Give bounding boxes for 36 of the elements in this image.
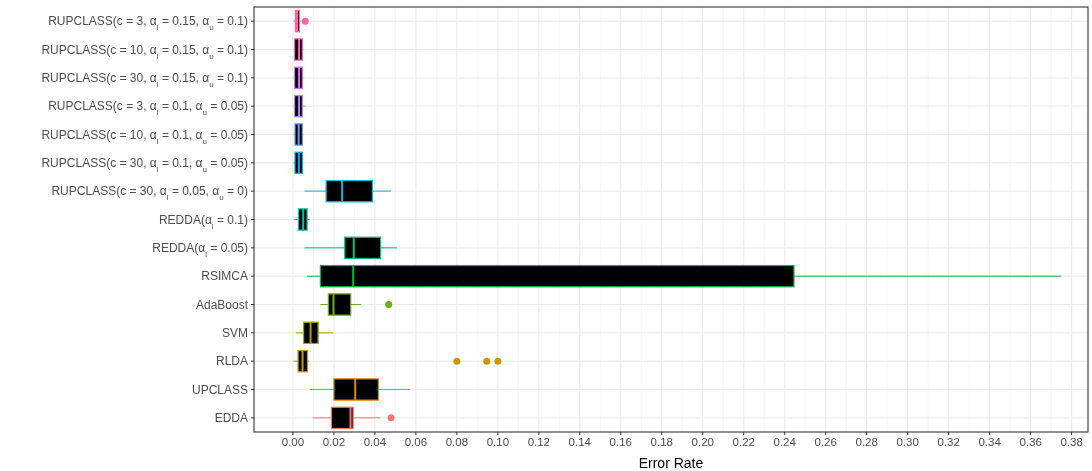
y-tick-label: UPCLASS	[191, 382, 248, 397]
y-tick-label: RUPCLASS(c = 10, α$_{l}$ = 0.15, α$_{u}$ = 0.1)	[41, 42, 248, 60]
y-tick-label: RUPCLASS(c = 30, α$_{l}$ = 0.05, α$_{u}$ = 0)	[51, 184, 248, 202]
y-tick-label: SVM	[221, 325, 248, 340]
x-tick-label: 0.20	[691, 436, 714, 448]
x-tick-label: 0.24	[773, 436, 797, 448]
x-tick-label: 0.34	[978, 436, 1002, 448]
y-tick-label: AdaBoost	[195, 297, 249, 312]
y-tick-label: RUPCLASS(c = 3, α$_{l}$ = 0.1, α$_{u}$ = 0.05)	[48, 99, 248, 117]
y-tick-label: RSIMCA	[201, 269, 248, 284]
x-tick-label: 0.30	[896, 436, 919, 448]
x-tick-label: 0.18	[650, 436, 673, 448]
x-tick-label: 0.26	[814, 436, 837, 448]
x-axis-title: Error Rate	[638, 455, 704, 471]
x-tick-label: 0.22	[732, 436, 755, 448]
x-tick-label: 0.10	[486, 436, 510, 448]
y-tick-label: RUPCLASS(c = 3, α$_{l}$ = 0.15, α$_{u}$ = 0.1)	[48, 14, 248, 32]
y-tick-label: RUPCLASS(c = 10, α$_{l}$ = 0.1, α$_{u}$ = 0.05)	[41, 127, 248, 145]
x-tick-label: 0.06	[404, 436, 428, 448]
y-tick-label: REDDA(α$_{l}$ = 0.05)	[152, 240, 248, 259]
y-tick-label: EDDA	[214, 410, 248, 425]
x-tick-label: 0.38	[1060, 436, 1083, 448]
y-tick-label: RUPCLASS(c = 30, α$_{l}$ = 0.1, α$_{u}$ = 0.05)	[41, 155, 248, 174]
x-tick-label: 0.12	[527, 436, 551, 448]
x-tick-label: 0.02	[322, 436, 346, 448]
x-tick-label: 0.28	[855, 436, 878, 448]
x-tick-label: 0.08	[445, 436, 469, 448]
x-tick-label: 0.14	[568, 436, 592, 448]
y-tick-label: REDDA(α$_{l}$ = 0.1)	[158, 212, 248, 230]
x-tick-label: 0.36	[1019, 436, 1042, 448]
y-tick-label: RUPCLASS(c = 30, α$_{l}$ = 0.15, α$_{u}$ = 0.1)	[41, 70, 248, 89]
x-tick-label: 0.16	[609, 436, 632, 448]
x-tick-label: 0.04	[363, 436, 387, 448]
y-tick-label: RLDA	[215, 354, 248, 369]
x-tick-label: 0.00	[281, 436, 305, 448]
x-tick-label: 0.32	[937, 436, 960, 448]
